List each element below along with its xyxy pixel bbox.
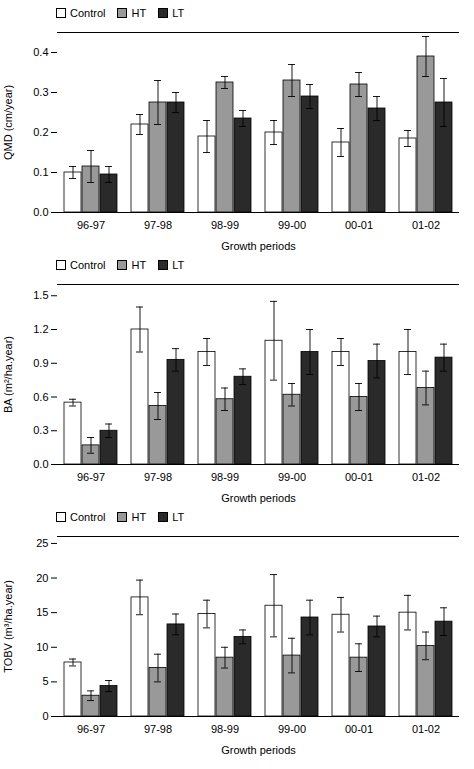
html-text:HT: HT xyxy=(131,511,147,523)
svg-text:99-00: 99-00 xyxy=(278,471,306,483)
svg-text:00-01: 00-01 xyxy=(345,219,373,231)
svg-text:99-00: 99-00 xyxy=(278,219,306,231)
svg-text:10: 10 xyxy=(36,641,48,653)
svg-text:0.4: 0.4 xyxy=(33,46,48,58)
svg-text:96-97: 96-97 xyxy=(77,471,105,483)
svg-text:98-99: 98-99 xyxy=(211,471,239,483)
svg-text:97-98: 97-98 xyxy=(144,219,172,231)
svg-text:Growth periods: Growth periods xyxy=(221,744,296,756)
html-text:Control: Control xyxy=(70,511,106,523)
svg-text:96-97: 96-97 xyxy=(77,723,105,735)
svg-text:99-00: 99-00 xyxy=(278,723,306,735)
svg-text:00-01: 00-01 xyxy=(345,723,373,735)
svg-text:Growth periods: Growth periods xyxy=(221,492,296,504)
html-text:LT: LT xyxy=(172,511,185,523)
svg-text:20: 20 xyxy=(36,572,48,584)
svg-text:5: 5 xyxy=(42,675,48,687)
svg-text:BA (m²/ha.year): BA (m²/ha.year) xyxy=(2,336,14,413)
svg-text:1.5: 1.5 xyxy=(33,289,48,301)
svg-text:96-97: 96-97 xyxy=(77,219,105,231)
svg-text:97-98: 97-98 xyxy=(144,723,172,735)
svg-text:97-98: 97-98 xyxy=(144,471,172,483)
html-text:HT: HT xyxy=(131,259,147,271)
svg-text:1.2: 1.2 xyxy=(33,323,48,335)
svg-text:0.2: 0.2 xyxy=(33,126,48,138)
svg-text:0.3: 0.3 xyxy=(33,424,48,436)
svg-text:01-02: 01-02 xyxy=(412,471,440,483)
svg-text:98-99: 98-99 xyxy=(211,723,239,735)
svg-text:98-99: 98-99 xyxy=(211,219,239,231)
svg-text:01-02: 01-02 xyxy=(412,723,440,735)
svg-text:0: 0 xyxy=(42,710,48,722)
svg-text:0.6: 0.6 xyxy=(33,391,48,403)
svg-text:00-01: 00-01 xyxy=(345,471,373,483)
svg-text:15: 15 xyxy=(36,606,48,618)
svg-text:25: 25 xyxy=(36,537,48,549)
svg-text:0.3: 0.3 xyxy=(33,86,48,98)
html-text:LT: LT xyxy=(172,7,185,19)
html-text:Control: Control xyxy=(70,7,106,19)
svg-text:0.9: 0.9 xyxy=(33,357,48,369)
svg-text:QMD (cm/year): QMD (cm/year) xyxy=(2,85,14,160)
html-text:HT: HT xyxy=(131,7,147,19)
html-text:Control: Control xyxy=(70,259,106,271)
svg-text:01-02: 01-02 xyxy=(412,219,440,231)
svg-text:Growth periods: Growth periods xyxy=(221,240,296,252)
html-text:LT: LT xyxy=(172,259,185,271)
svg-text:TOBV (m³/ha.year): TOBV (m³/ha.year) xyxy=(2,580,14,673)
svg-text:0.0: 0.0 xyxy=(33,458,48,470)
svg-text:0.0: 0.0 xyxy=(33,206,48,218)
svg-text:0.1: 0.1 xyxy=(33,166,48,178)
